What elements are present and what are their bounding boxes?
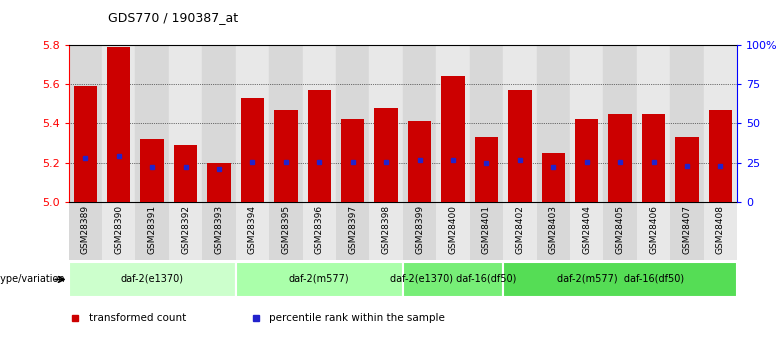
Bar bbox=[370, 202, 402, 260]
Text: GSM28391: GSM28391 bbox=[147, 205, 157, 254]
Bar bbox=[704, 202, 737, 260]
Text: GSM28390: GSM28390 bbox=[115, 205, 123, 254]
Bar bbox=[136, 45, 169, 202]
Bar bbox=[102, 202, 136, 260]
Text: GSM28403: GSM28403 bbox=[549, 205, 558, 254]
Bar bbox=[69, 45, 102, 202]
Text: GSM28389: GSM28389 bbox=[81, 205, 90, 254]
Bar bbox=[436, 45, 470, 202]
Text: genotype/variation: genotype/variation bbox=[0, 275, 65, 284]
Text: GSM28404: GSM28404 bbox=[582, 205, 591, 254]
Bar bbox=[107, 47, 130, 202]
Bar bbox=[236, 202, 269, 260]
Bar bbox=[202, 45, 236, 202]
Bar bbox=[436, 202, 470, 260]
Bar bbox=[508, 90, 531, 202]
Bar bbox=[336, 45, 370, 202]
Bar bbox=[374, 108, 398, 202]
Text: daf-2(m577): daf-2(m577) bbox=[289, 274, 349, 284]
Bar bbox=[202, 202, 236, 260]
Text: GSM28399: GSM28399 bbox=[415, 205, 424, 254]
Bar bbox=[370, 45, 402, 202]
Text: GSM28393: GSM28393 bbox=[215, 205, 224, 254]
Bar bbox=[541, 153, 565, 202]
Bar bbox=[236, 45, 269, 202]
Text: GSM28396: GSM28396 bbox=[315, 205, 324, 254]
Bar bbox=[642, 114, 665, 202]
Bar bbox=[102, 45, 136, 202]
Text: GSM28402: GSM28402 bbox=[516, 205, 524, 254]
Bar bbox=[470, 45, 503, 202]
Bar bbox=[136, 202, 169, 260]
Text: percentile rank within the sample: percentile rank within the sample bbox=[269, 313, 445, 323]
Text: GSM28400: GSM28400 bbox=[448, 205, 458, 254]
Text: GSM28408: GSM28408 bbox=[716, 205, 725, 254]
Bar bbox=[709, 110, 732, 202]
Bar bbox=[336, 202, 370, 260]
Bar bbox=[503, 45, 537, 202]
Bar bbox=[475, 137, 498, 202]
Bar bbox=[69, 202, 102, 260]
Bar bbox=[307, 90, 331, 202]
Text: transformed count: transformed count bbox=[89, 313, 186, 323]
Bar bbox=[408, 121, 431, 202]
Bar bbox=[275, 110, 298, 202]
Bar bbox=[174, 145, 197, 202]
Bar bbox=[604, 45, 636, 202]
Text: GSM28407: GSM28407 bbox=[682, 205, 691, 254]
Bar bbox=[675, 137, 699, 202]
Bar bbox=[73, 86, 97, 202]
Bar bbox=[241, 98, 264, 202]
Bar bbox=[402, 45, 436, 202]
Bar bbox=[503, 202, 537, 260]
Bar bbox=[341, 119, 364, 202]
Bar bbox=[670, 45, 704, 202]
Bar bbox=[570, 45, 604, 202]
Bar bbox=[402, 262, 503, 296]
Bar bbox=[608, 114, 632, 202]
Bar bbox=[269, 45, 303, 202]
Text: daf-2(e1370) daf-16(df50): daf-2(e1370) daf-16(df50) bbox=[390, 274, 516, 284]
Text: GSM28397: GSM28397 bbox=[348, 205, 357, 254]
Bar bbox=[169, 202, 202, 260]
Text: GSM28395: GSM28395 bbox=[282, 205, 290, 254]
Bar bbox=[636, 45, 670, 202]
Bar bbox=[604, 202, 636, 260]
Text: GSM28398: GSM28398 bbox=[381, 205, 391, 254]
Bar bbox=[503, 262, 737, 296]
Bar bbox=[670, 202, 704, 260]
Text: GSM28392: GSM28392 bbox=[181, 205, 190, 254]
Bar bbox=[402, 202, 436, 260]
Bar bbox=[236, 262, 402, 296]
Text: daf-2(m577)  daf-16(df50): daf-2(m577) daf-16(df50) bbox=[557, 274, 684, 284]
Bar bbox=[207, 162, 231, 202]
Bar bbox=[636, 202, 670, 260]
Bar bbox=[140, 139, 164, 202]
Bar bbox=[269, 202, 303, 260]
Bar bbox=[69, 262, 236, 296]
Bar bbox=[303, 202, 336, 260]
Bar bbox=[575, 119, 598, 202]
Bar bbox=[441, 76, 465, 202]
Bar bbox=[169, 45, 202, 202]
Text: GSM28401: GSM28401 bbox=[482, 205, 491, 254]
Text: GSM28405: GSM28405 bbox=[615, 205, 625, 254]
Bar bbox=[537, 45, 570, 202]
Bar bbox=[704, 45, 737, 202]
Bar bbox=[537, 202, 570, 260]
Bar bbox=[303, 45, 336, 202]
Bar bbox=[470, 202, 503, 260]
Bar bbox=[570, 202, 604, 260]
Text: GDS770 / 190387_at: GDS770 / 190387_at bbox=[108, 11, 238, 24]
Text: daf-2(e1370): daf-2(e1370) bbox=[121, 274, 184, 284]
Text: GSM28394: GSM28394 bbox=[248, 205, 257, 254]
Text: GSM28406: GSM28406 bbox=[649, 205, 658, 254]
